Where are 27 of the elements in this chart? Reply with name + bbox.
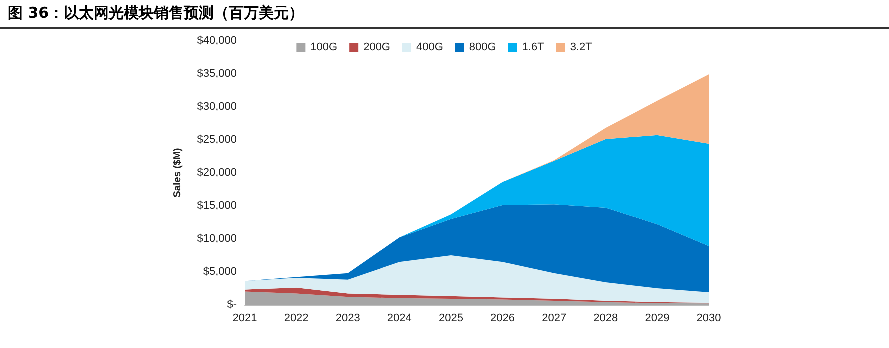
y-axis-title: Sales ($M) <box>172 148 184 198</box>
x-tick-label: 2024 <box>387 312 412 324</box>
y-tick-label: $5,000 <box>203 266 237 278</box>
x-tick-label: 2029 <box>645 312 670 324</box>
x-tick-label: 2023 <box>336 312 360 324</box>
x-tick-label: 2022 <box>284 312 309 324</box>
y-tick-label: $20,000 <box>197 167 237 179</box>
y-tick-label: $15,000 <box>197 200 237 212</box>
x-tick-label: 2027 <box>542 312 567 324</box>
chart-title: 图 36：以太网光模块销售预测（百万美元） <box>0 0 889 29</box>
legend-label: 200G <box>364 42 390 54</box>
y-tick-label: $25,000 <box>197 134 237 146</box>
legend-label: 1.6T <box>522 42 545 54</box>
y-tick-label: $10,000 <box>197 233 237 245</box>
x-tick-label: 2030 <box>696 312 722 324</box>
legend-label: 3.2T <box>570 42 593 54</box>
x-tick-label: 2025 <box>438 312 464 324</box>
legend-label: 100G <box>310 42 338 54</box>
x-tick-label: 2026 <box>490 312 516 324</box>
x-tick-label: 2021 <box>232 312 258 324</box>
legend-label: 800G <box>469 42 496 54</box>
y-tick-label: $40,000 <box>197 35 237 47</box>
y-tick-label: $- <box>227 299 238 311</box>
y-tick-label: $35,000 <box>197 68 237 80</box>
y-tick-label: $30,000 <box>197 101 237 113</box>
x-tick-label: 2028 <box>594 312 618 324</box>
legend-label: 400G <box>416 42 444 54</box>
